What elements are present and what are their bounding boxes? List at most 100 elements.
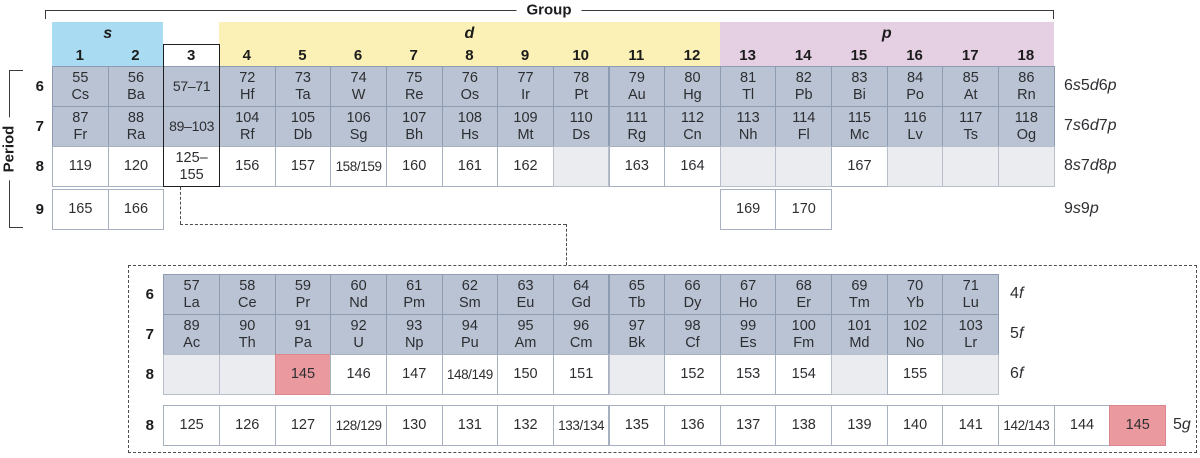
s-block-band: s bbox=[52, 22, 164, 66]
element-cell-77: 77 Ir bbox=[497, 66, 554, 107]
group-number-1: 1 bbox=[75, 46, 84, 64]
connector-dash-vertical-2 bbox=[566, 224, 567, 265]
element-cell-153: 153 bbox=[719, 354, 777, 395]
element-cell-73: 73 Ta bbox=[274, 66, 332, 107]
period-axis-label: Period bbox=[0, 117, 18, 181]
element-cell-79: 79 Au bbox=[608, 66, 666, 107]
element-cell-72: 72 Hf bbox=[218, 66, 276, 107]
empty-cell bbox=[218, 354, 276, 395]
group-number-14: 14 bbox=[794, 46, 812, 64]
f-period-label-6-0: 6 bbox=[145, 285, 154, 303]
period-label-6: 6 bbox=[35, 77, 44, 95]
element-cell-89-103: 89–103 bbox=[163, 106, 220, 147]
element-cell-115: 115 Mc bbox=[831, 106, 888, 147]
element-cell-145: 145 bbox=[1109, 405, 1166, 446]
element-cell-69: 69 Tm bbox=[831, 274, 888, 315]
element-cell-98: 98 Cf bbox=[664, 314, 721, 355]
element-cell-113: 113 Nh bbox=[719, 106, 777, 147]
g-period-label: 8 bbox=[145, 416, 154, 434]
element-cell-161: 161 bbox=[441, 146, 499, 187]
group3-header-cell bbox=[163, 44, 219, 66]
element-cell-78: 78 Pt bbox=[552, 66, 610, 107]
group-number-4: 4 bbox=[242, 46, 251, 64]
connector-dash-horizontal bbox=[180, 224, 566, 225]
empty-cell bbox=[719, 146, 777, 187]
group-number-11: 11 bbox=[628, 46, 645, 64]
element-cell-117: 117 Ts bbox=[942, 106, 1000, 147]
element-cell-57: 57 La bbox=[163, 274, 220, 315]
element-cell-102: 102 No bbox=[886, 314, 944, 355]
element-cell-92: 92 U bbox=[330, 314, 387, 355]
element-cell-148-149: 148/149 bbox=[441, 354, 499, 395]
empty-cell bbox=[998, 146, 1055, 187]
s-block-label: s bbox=[103, 25, 113, 42]
element-cell-56: 56 Ba bbox=[107, 66, 165, 107]
element-cell-151: 151 bbox=[552, 354, 610, 395]
element-cell-116: 116 Lv bbox=[886, 106, 944, 147]
group-bracket-tick-right bbox=[1052, 10, 1054, 19]
element-cell-147: 147 bbox=[385, 354, 443, 395]
element-cell-66: 66 Dy bbox=[664, 274, 721, 315]
element-cell-111: 111 Rg bbox=[608, 106, 666, 147]
group-number-7: 7 bbox=[409, 46, 418, 64]
element-cell-126: 126 bbox=[218, 405, 276, 446]
element-cell-156: 156 bbox=[218, 146, 276, 187]
element-cell-163: 163 bbox=[608, 146, 666, 187]
element-cell-141: 141 bbox=[942, 405, 1000, 446]
element-cell-71: 71 Lu bbox=[942, 274, 1000, 315]
element-cell-76: 76 Os bbox=[441, 66, 499, 107]
element-cell-95: 95 Am bbox=[497, 314, 554, 355]
element-cell-93: 93 Np bbox=[385, 314, 443, 355]
period-bracket-tick-bottom bbox=[9, 226, 23, 228]
element-cell-63: 63 Eu bbox=[497, 274, 554, 315]
element-cell-70: 70 Yb bbox=[886, 274, 944, 315]
element-cell-109: 109 Mt bbox=[497, 106, 554, 147]
element-cell-142-143: 142/143 bbox=[998, 405, 1055, 446]
group-number-8: 8 bbox=[465, 46, 474, 64]
element-cell-139: 139 bbox=[831, 405, 888, 446]
element-cell-145: 145 bbox=[274, 354, 332, 395]
element-cell-169: 169 bbox=[719, 189, 777, 230]
period-bracket-tick-top bbox=[9, 70, 23, 71]
group-number-17: 17 bbox=[961, 46, 979, 64]
group-number-3: 3 bbox=[186, 46, 196, 64]
element-cell-82: 82 Pb bbox=[775, 66, 833, 107]
element-cell-128-129: 128/129 bbox=[330, 405, 387, 446]
element-cell-146: 146 bbox=[330, 354, 387, 395]
element-cell-170: 170 bbox=[775, 189, 833, 230]
element-cell-150: 150 bbox=[497, 354, 554, 395]
element-cell-94: 94 Pu bbox=[441, 314, 499, 355]
element-cell-61: 61 Pm bbox=[385, 274, 443, 315]
group-axis-label: Group bbox=[516, 1, 582, 19]
group-number-16: 16 bbox=[906, 46, 923, 64]
element-cell-90: 90 Th bbox=[218, 314, 276, 355]
element-cell-58: 58 Ce bbox=[218, 274, 276, 315]
period-label-8: 8 bbox=[35, 157, 44, 175]
group-number-6: 6 bbox=[353, 46, 363, 64]
element-cell-81: 81 Tl bbox=[719, 66, 777, 107]
element-cell-112: 112 Cn bbox=[664, 106, 721, 147]
f-period-label-8-2: 8 bbox=[145, 365, 154, 383]
element-cell-152: 152 bbox=[664, 354, 721, 395]
element-cell-84: 84 Po bbox=[886, 66, 944, 107]
element-cell-135: 135 bbox=[608, 405, 666, 446]
f-period-label-7-1: 7 bbox=[145, 325, 154, 343]
group-number-10: 10 bbox=[572, 46, 589, 64]
element-cell-137: 137 bbox=[719, 405, 777, 446]
empty-cell bbox=[942, 146, 1000, 187]
group-number-12: 12 bbox=[683, 46, 701, 64]
f-g-inset-box bbox=[128, 265, 1197, 453]
element-cell-59: 59 Pr bbox=[274, 274, 332, 315]
group-number-5: 5 bbox=[298, 46, 307, 64]
p-block-label: p bbox=[881, 25, 892, 42]
element-cell-80: 80 Hg bbox=[664, 66, 721, 107]
element-cell-108: 108 Hs bbox=[441, 106, 499, 147]
p-block-band: p bbox=[719, 22, 1054, 66]
element-cell-162: 162 bbox=[497, 146, 554, 187]
